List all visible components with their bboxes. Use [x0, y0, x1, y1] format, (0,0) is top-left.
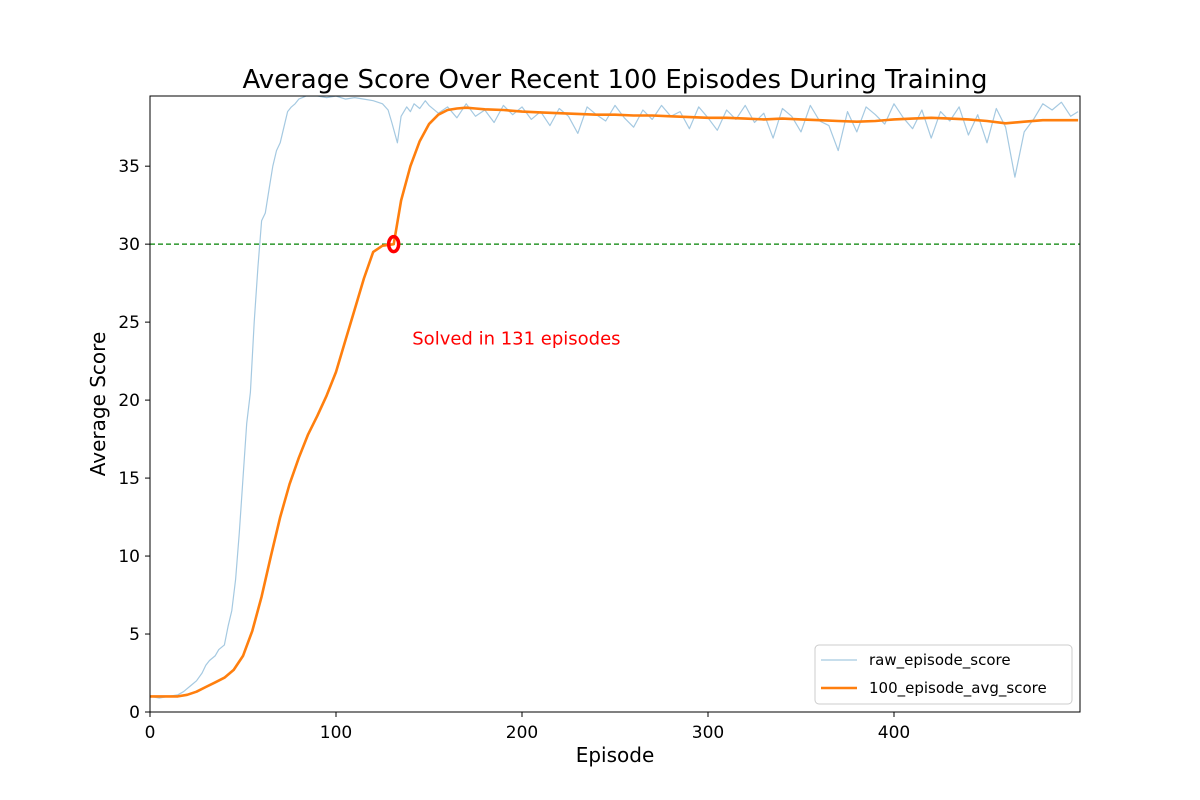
x-tick-label: 300 [692, 723, 724, 743]
y-tick-label: 20 [118, 391, 140, 411]
legend-label-raw_episode_score: raw_episode_score [869, 651, 1011, 670]
y-tick-label: 10 [118, 547, 140, 567]
series-line-100_episode_avg_score [150, 106, 1079, 698]
plot-area: Solved in 131 episodes 0 100 200 300 400 0 5 10 1… [118, 95, 1081, 743]
axes-frame [149, 95, 1081, 713]
y-axis-label: Average Score [86, 332, 110, 477]
y-tick-label: 35 [118, 157, 140, 177]
chart-title: Average Score Over Recent 100 Episodes D… [242, 65, 987, 95]
legend: raw_episode_score 100_episode_avg_score [814, 644, 1073, 705]
x-tick-label: 200 [506, 723, 538, 743]
x-axis-label: Episode [576, 743, 655, 767]
legend-label-100_episode_avg_score: 100_episode_avg_score [869, 679, 1047, 698]
x-tick-label: 100 [320, 723, 352, 743]
solved-marker [386, 234, 401, 254]
y-tick-label: 0 [129, 703, 140, 723]
y-tick-label: 5 [129, 625, 140, 645]
y-tick-label: 15 [118, 469, 140, 489]
legend-box [814, 644, 1073, 705]
series-line-raw_episode_score [150, 96, 1079, 699]
solved-annotation: Solved in 131 episodes [412, 329, 620, 350]
y-tick-label: 30 [118, 235, 140, 255]
x-tick-label: 0 [145, 723, 156, 743]
y-tick-label: 25 [118, 313, 140, 333]
x-tick-label: 400 [878, 723, 910, 743]
